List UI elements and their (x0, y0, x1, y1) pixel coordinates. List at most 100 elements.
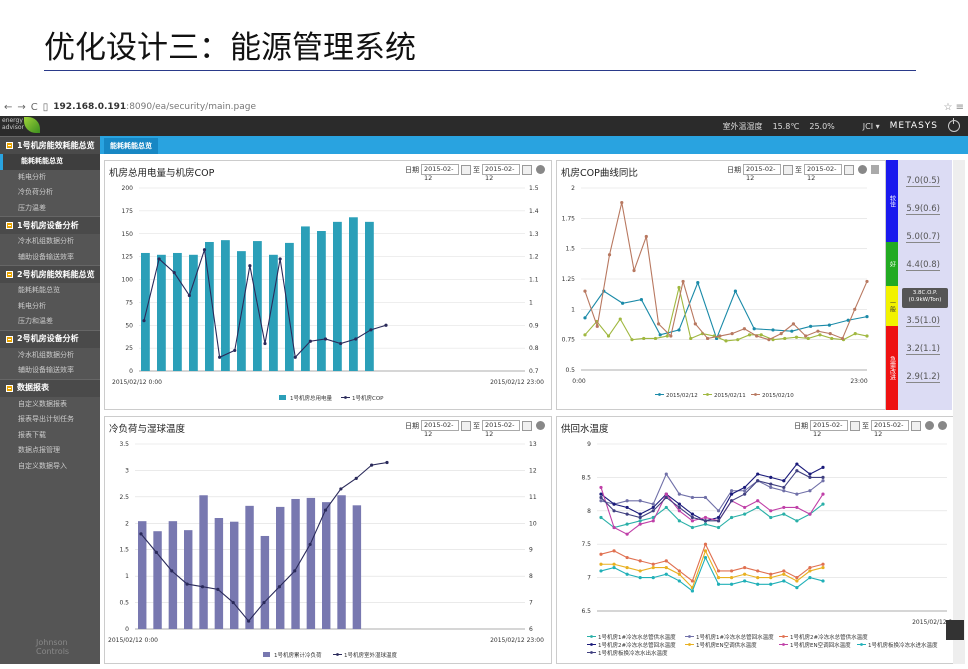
date-to-input[interactable]: 2015-02-12 (871, 420, 909, 438)
data-point (795, 505, 799, 510)
data-point (154, 550, 158, 554)
sidebar-item[interactable]: 报表下载 (18, 430, 46, 439)
rating-value: 2.9(1.2) (906, 372, 940, 383)
power-icon[interactable] (948, 118, 960, 132)
y-tick-label: 1.25 (562, 276, 576, 283)
sidebar-item[interactable]: 自定义数据导入 (18, 461, 67, 470)
refresh-icon[interactable] (536, 165, 545, 174)
y-tick-label: 2 (571, 185, 575, 192)
bar (157, 254, 166, 371)
sidebar-group-3[interactable]: 2号机房设备分析 (0, 329, 100, 348)
date-from-input[interactable]: 2015-02-12 (810, 420, 848, 438)
data-point (752, 327, 756, 331)
scrollbar[interactable] (953, 160, 965, 664)
sidebar-item[interactable]: 冷水机组数据分析 (18, 350, 74, 359)
data-point (767, 338, 771, 342)
sidebar-item[interactable]: 能耗耗能总览 (0, 154, 100, 170)
refresh-icon[interactable] (858, 165, 867, 174)
legend-label: 1号机房COP (352, 394, 384, 402)
data-point (716, 515, 721, 520)
sidebar-item[interactable]: 辅助设备输送效率 (18, 252, 74, 261)
calendar-icon[interactable] (461, 164, 471, 175)
series-line (600, 556, 824, 592)
data-point (277, 585, 281, 589)
sidebar-item[interactable]: 压力温差 (18, 203, 46, 212)
bar (291, 498, 300, 629)
sidebar-group-1[interactable]: 1号机房设备分析 (0, 216, 100, 234)
y-tick-label: 2 (125, 520, 129, 527)
data-point (696, 281, 700, 285)
url-field[interactable]: 192.168.0.191:8090/ea/security/main.page (53, 102, 257, 112)
data-point (583, 316, 587, 320)
sidebar-item[interactable]: 压力和温差 (18, 317, 53, 325)
address-bar: ← → C ▯ 192.168.0.191:8090/ea/security/m… (0, 98, 968, 116)
sidebar-item[interactable]: 耗电分析 (18, 172, 46, 181)
reload-icon[interactable]: C (30, 101, 38, 113)
bar (184, 530, 193, 629)
calendar-icon[interactable] (522, 420, 532, 431)
data-point (599, 552, 603, 556)
legend-label: 1号机房累计冷负荷 (274, 651, 322, 659)
outdoor-temp: 15.8℃ (772, 121, 800, 131)
settings-icon[interactable] (938, 421, 947, 430)
calendar-icon[interactable] (522, 164, 532, 175)
data-point (625, 522, 629, 526)
calendar-icon[interactable] (911, 420, 921, 431)
data-point (756, 576, 760, 580)
sidebar-group-4[interactable]: 数据报表 (0, 378, 100, 397)
refresh-icon[interactable] (536, 421, 545, 430)
calendar-icon[interactable] (844, 164, 854, 175)
star-icon[interactable]: ☆ ≡ (943, 101, 964, 113)
date-to-input[interactable]: 2015-02-12 (804, 164, 842, 182)
calendar-icon[interactable] (783, 164, 793, 175)
forward-icon[interactable]: → (17, 101, 26, 113)
tab-energy-overview[interactable]: 能耗耗能总览 (104, 138, 158, 154)
slide-title: 优化设计三：能源管理系统 (44, 30, 416, 66)
legend-label: 1号机房1#冷冻水总管回水温度 (696, 633, 774, 641)
data-point (187, 293, 191, 298)
date-from-input[interactable]: 2015-02-12 (743, 164, 781, 182)
sidebar-item[interactable]: 耗电分析 (18, 301, 46, 310)
sidebar-group-2[interactable]: 2号机房能效耗能总览 (0, 265, 100, 283)
date-to-input[interactable]: 2015-02-12 (482, 164, 520, 182)
data-point (808, 475, 812, 479)
data-point (625, 555, 629, 560)
data-point (840, 336, 845, 341)
sidebar-item[interactable]: 报表导出计划任务 (18, 415, 74, 423)
bar (205, 241, 214, 371)
chart-water-temp: 6.5 7 7.5 8 8.5 9 2015/02/12 23:00 1号机房1#冷冻水总管供… (581, 441, 966, 657)
y2-tick-label: 1.1 (529, 277, 539, 284)
data-point (278, 257, 282, 261)
data-point (583, 333, 587, 337)
date-from-input[interactable]: 2015-02-12 (421, 420, 459, 438)
sidebar-item[interactable]: 数据点报管理 (18, 446, 60, 454)
sidebar-item[interactable]: 冷水机组数据分析 (18, 237, 74, 245)
data-point (651, 576, 655, 580)
data-point (677, 505, 681, 510)
y2-tick-label: 0.9 (529, 322, 539, 329)
data-point (791, 322, 796, 326)
sidebar-item[interactable]: 冷负荷分析 (18, 188, 53, 196)
data-point (263, 341, 267, 346)
date-to-input[interactable]: 2015-02-12 (482, 420, 520, 438)
calendar-icon[interactable] (461, 420, 471, 431)
panel-title: 机房COP曲线同比 (561, 168, 638, 179)
data-point (625, 532, 629, 536)
trash-icon[interactable] (871, 165, 879, 174)
refresh-icon[interactable] (925, 421, 934, 430)
sidebar-item[interactable]: 能耗耗能总览 (18, 286, 60, 294)
data-point (771, 328, 775, 332)
back-icon[interactable]: ← (4, 101, 13, 113)
data-point (308, 339, 312, 343)
data-point (821, 565, 825, 570)
legend-label: 1号机房2#冷冻水总管回水温度 (598, 641, 676, 649)
sidebar-item[interactable]: 辅助设备输送效率 (18, 366, 74, 374)
date-from-input[interactable]: 2015-02-12 (421, 164, 459, 182)
sidebar-item[interactable]: 自定义数据报表 (18, 399, 67, 408)
data-point (677, 519, 681, 523)
data-point (625, 512, 629, 516)
jci-menu[interactable]: JCI ▾ (862, 121, 880, 131)
sidebar-group-0[interactable]: 1号机房能效耗能总览 (0, 136, 100, 154)
calendar-icon[interactable] (850, 420, 860, 431)
data-point (233, 348, 237, 353)
